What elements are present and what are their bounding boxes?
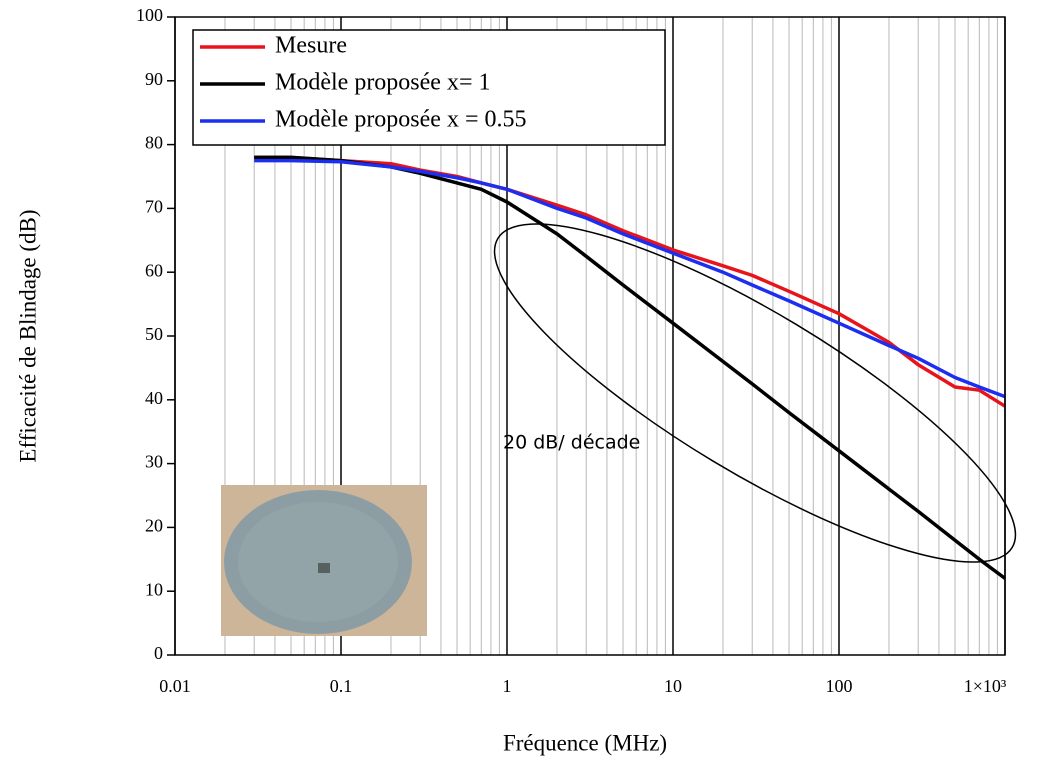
legend: Mesure Modèle proposée x= 1 Modèle proposé… bbox=[192, 29, 666, 146]
y-tick-label: 40 bbox=[145, 388, 163, 408]
y-tick-label: 70 bbox=[145, 197, 163, 217]
x-tick-label: 0.1 bbox=[330, 676, 353, 696]
x-tick-label: 1 bbox=[503, 676, 512, 696]
x-tick-label: 10 bbox=[664, 676, 682, 696]
annotation: 20 dB/ décade bbox=[503, 432, 640, 454]
y-tick-label: 0 bbox=[154, 643, 163, 663]
legend-label: Mesure bbox=[275, 33, 347, 59]
series-line bbox=[254, 158, 1006, 399]
y-tick-label: 90 bbox=[145, 69, 163, 89]
lines bbox=[254, 155, 1007, 580]
y-tick-label: 60 bbox=[145, 260, 163, 280]
annotation-ellipse bbox=[493, 223, 1017, 563]
legend-label: Modèle proposée x= 1 bbox=[275, 70, 490, 96]
x-axis-label: Fréquence (MHz) bbox=[503, 730, 667, 755]
x-tick-label: 0.01 bbox=[159, 676, 191, 696]
y-tick-label: 100 bbox=[136, 5, 163, 25]
plot-frame bbox=[174, 16, 1006, 656]
y-tick-label: 30 bbox=[145, 452, 163, 472]
x-tick-label: 1×10³ bbox=[964, 676, 1007, 696]
y-tick-label: 20 bbox=[145, 516, 163, 536]
inset-photo bbox=[221, 485, 427, 636]
y-tick-label: 80 bbox=[145, 133, 163, 153]
legend-label: Modèle proposée x = 0.55 bbox=[275, 107, 526, 133]
x-tick-label: 100 bbox=[826, 676, 853, 696]
y-axis-label: Efficacité de Blindage (dB) bbox=[15, 209, 40, 462]
series-line bbox=[254, 155, 1006, 408]
y-tick-label: 10 bbox=[145, 579, 163, 599]
y-tick-label: 50 bbox=[145, 324, 163, 344]
